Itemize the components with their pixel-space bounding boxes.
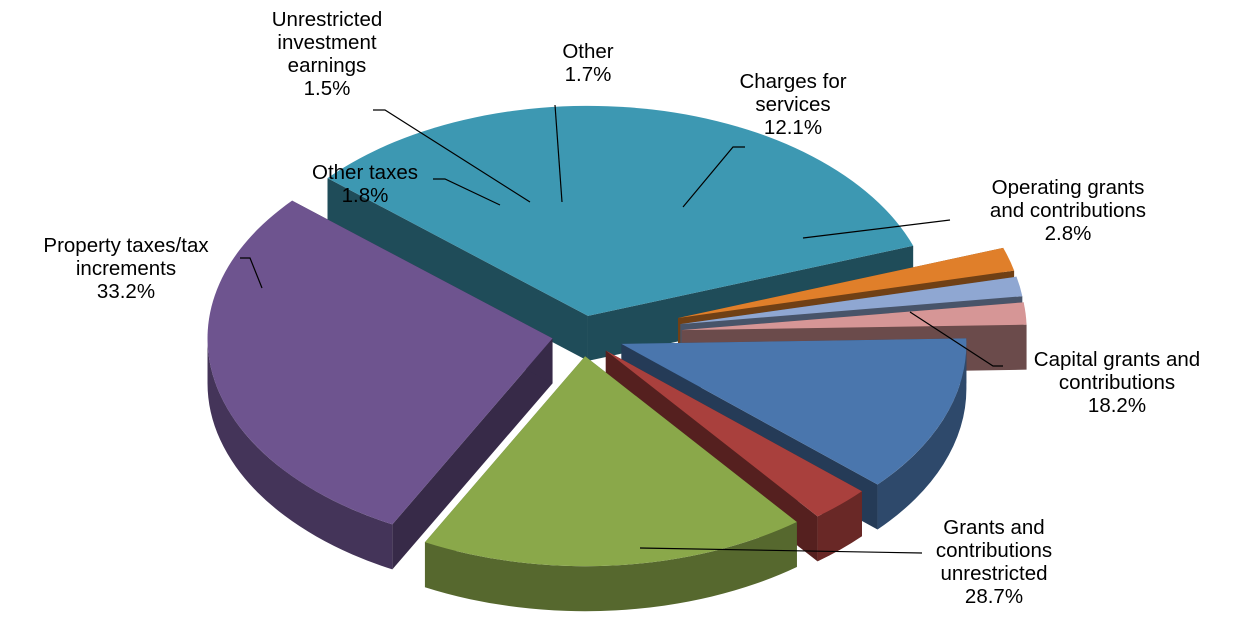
slice-top-grants-and-contributions-unrestricted: [207, 200, 553, 525]
data-label-other: Other 1.7%: [562, 40, 613, 86]
slice-top-charges-for-services: [621, 338, 967, 485]
data-label-property-taxes-tax-increments: Property taxes/tax increments 33.2%: [43, 234, 209, 303]
data-label-capital-grants-and-contributions: Capital grants and contributions 18.2%: [1034, 348, 1200, 417]
data-label-value-other: 1.7%: [565, 63, 612, 86]
leader-line-other: [554, 104, 563, 203]
data-label-line-unrestricted-investment-earnings: investment: [277, 31, 376, 54]
data-label-value-operating-grants-and-contributions: 2.8%: [1045, 222, 1092, 245]
data-label-line-grants-and-contributions-unrestricted: contributions: [936, 539, 1052, 562]
data-label-line-operating-grants-and-contributions: Operating grants: [992, 176, 1145, 199]
leader-line-capital-grants-and-contributions: [909, 311, 1003, 367]
data-label-value-grants-and-contributions-unrestricted: 28.7%: [965, 585, 1023, 608]
slice-edge-charges-for-services-0: [877, 343, 967, 530]
leader-line-operating-grants-and-contributions: [802, 219, 951, 239]
slice-capital-grants-and-contributions: [424, 356, 797, 612]
data-label-value-property-taxes-tax-increments: 33.2%: [97, 280, 155, 303]
data-label-line-property-taxes-tax-increments: Property taxes/tax: [43, 234, 209, 257]
data-label-line-capital-grants-and-contributions: contributions: [1059, 371, 1175, 394]
leader-line-other-taxes: [433, 178, 501, 206]
slice-wall-grants-and-contributions-unrestricted-0: [392, 338, 553, 570]
data-label-unrestricted-investment-earnings: Unrestricted investment earnings 1.5%: [272, 8, 383, 100]
slice-wall-property-taxes-tax-increments-0: [327, 178, 588, 361]
slice-top-other: [681, 302, 1027, 331]
leader-line-unrestricted-investment-earnings: [373, 109, 531, 203]
leader-line-charges-for-services: [682, 146, 745, 208]
data-label-line-charges-for-services: services: [755, 93, 830, 116]
slice-edge-capital-grants-and-contributions-0: [424, 522, 797, 612]
leader-line-property-taxes-tax-increments: [240, 257, 263, 289]
leader-line-grants-and-contributions-unrestricted: [639, 547, 923, 554]
data-label-line-other: Other: [562, 40, 613, 63]
slice-top-unrestricted-investment-earnings: [680, 276, 1023, 325]
data-label-line-capital-grants-and-contributions: Capital grants and: [1034, 348, 1200, 371]
slice-grants-and-contributions-unrestricted: [207, 200, 553, 570]
data-label-line-unrestricted-investment-earnings: earnings: [288, 54, 367, 77]
data-label-value-charges-for-services: 12.1%: [764, 116, 822, 139]
slice-edge-operating-grants-and-contributions-0: [817, 491, 862, 562]
data-label-line-grants-and-contributions-unrestricted: unrestricted: [940, 562, 1047, 585]
data-label-line-unrestricted-investment-earnings: Unrestricted: [272, 8, 383, 31]
data-label-line-charges-for-services: Charges for: [739, 70, 846, 93]
data-label-line-grants-and-contributions-unrestricted: Grants and: [943, 516, 1044, 539]
slice-top-other-taxes: [678, 247, 1015, 318]
slice-sides: [207, 105, 1027, 612]
data-label-value-other-taxes: 1.8%: [342, 184, 389, 207]
slice-top-capital-grants-and-contributions: [424, 356, 797, 567]
leader-lines: [240, 104, 1003, 554]
data-label-value-capital-grants-and-contributions: 18.2%: [1088, 394, 1146, 417]
data-label-line-operating-grants-and-contributions: and contributions: [990, 199, 1146, 222]
data-label-operating-grants-and-contributions: Operating grants and contributions 2.8%: [990, 176, 1146, 245]
data-labels: Charges for services 12.1% Operating grants…: [43, 8, 1200, 608]
data-label-line-property-taxes-tax-increments: increments: [76, 257, 176, 280]
slice-top-operating-grants-and-contributions: [605, 350, 862, 517]
slice-top-property-taxes-tax-increments: [327, 105, 914, 316]
data-label-other-taxes: Other taxes 1.8%: [312, 161, 418, 207]
data-label-value-unrestricted-investment-earnings: 1.5%: [304, 77, 351, 100]
data-label-line-other-taxes: Other taxes: [312, 161, 418, 184]
data-label-grants-and-contributions-unrestricted: Grants and contributions unrestricted 28.7%: [936, 516, 1052, 608]
slice-edge-grants-and-contributions-unrestricted-0: [207, 338, 393, 570]
data-label-charges-for-services: Charges for services 12.1%: [739, 70, 846, 139]
